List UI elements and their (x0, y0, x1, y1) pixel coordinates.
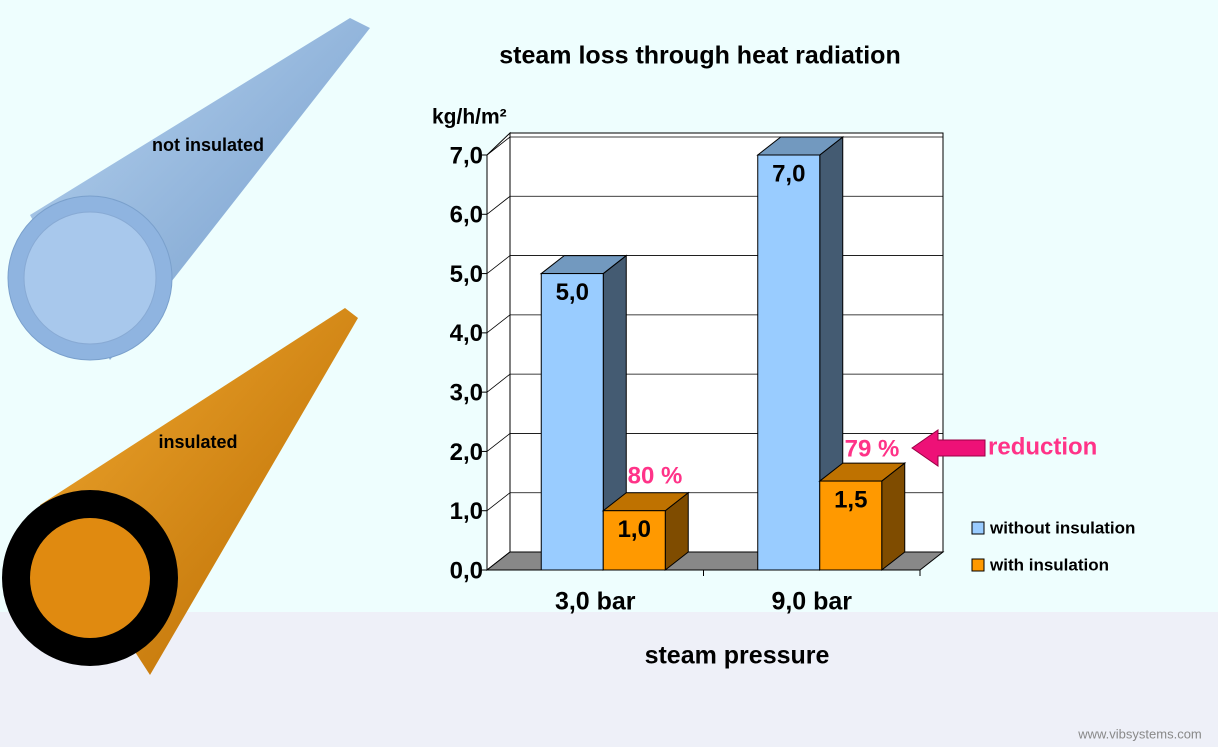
y-axis-label: kg/h/m² (432, 106, 507, 129)
value-label: 1,5 (834, 486, 867, 513)
bar (541, 274, 603, 570)
legend-label: without insulation (989, 518, 1135, 537)
y-tick-label: 2,0 (450, 439, 483, 466)
y-tick-label: 7,0 (450, 142, 483, 169)
pipe-label: insulated (158, 432, 237, 452)
legend-swatch (972, 522, 984, 534)
value-label: 1,0 (618, 516, 651, 543)
value-label: 5,0 (556, 279, 589, 306)
x-tick-label: 3,0 bar (555, 588, 636, 616)
slide: not insulated insulated steam loss throu… (0, 0, 1218, 747)
annotation: 79 % (845, 435, 900, 462)
y-tick-label: 5,0 (450, 261, 483, 288)
legend-swatch (972, 559, 984, 571)
y-tick-label: 6,0 (450, 202, 483, 229)
footer-band (0, 612, 1218, 747)
bar (758, 155, 820, 570)
footer-url: www.vibsystems.com (1077, 726, 1202, 741)
value-label: 7,0 (772, 160, 805, 187)
annotation: reduction (988, 433, 1097, 460)
y-tick-label: 1,0 (450, 498, 483, 525)
pipe-label: not insulated (152, 135, 264, 155)
bar-side (882, 463, 905, 570)
y-tick-label: 4,0 (450, 320, 483, 347)
y-tick-label: 0,0 (450, 557, 483, 584)
y-tick-label: 3,0 (450, 379, 483, 406)
annotation: 80 % (628, 462, 683, 489)
chart-title: steam loss through heat radiation (499, 42, 900, 70)
x-axis-label: steam pressure (645, 642, 830, 670)
x-tick-label: 9,0 bar (771, 588, 852, 616)
legend-label: with insulation (989, 555, 1109, 574)
